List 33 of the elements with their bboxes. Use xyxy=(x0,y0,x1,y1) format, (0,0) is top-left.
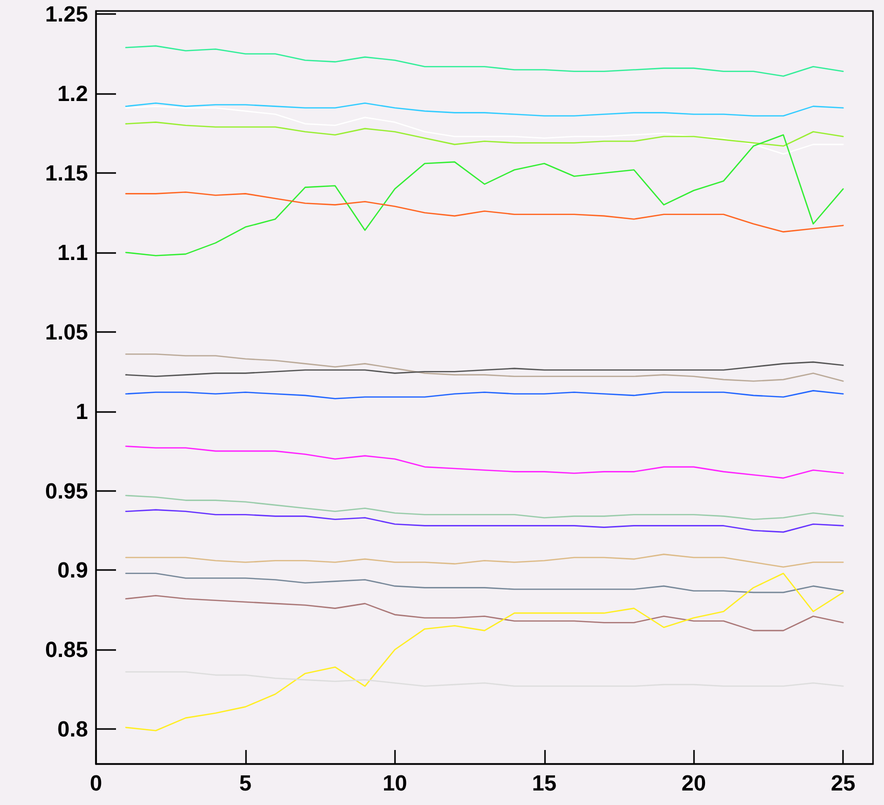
line-series xyxy=(125,572,844,732)
x-tick-label: 5 xyxy=(239,770,252,796)
line-series xyxy=(125,572,844,594)
y-tick-label: 1.25 xyxy=(45,2,88,27)
y-tick-label: 0.95 xyxy=(45,478,88,504)
line-series xyxy=(125,671,844,687)
x-tick-label: 25 xyxy=(830,770,856,796)
y-tick-label: 0.9 xyxy=(57,558,88,583)
y-tick-label: 1.2 xyxy=(57,81,88,106)
x-tick-label: 10 xyxy=(382,770,408,796)
y-tick-label: 0.8 xyxy=(57,716,88,742)
line-series xyxy=(125,509,844,533)
line-series xyxy=(125,102,844,116)
x-tick-label: 15 xyxy=(532,770,557,796)
line-series xyxy=(125,446,844,479)
line-series xyxy=(125,361,844,378)
line-series xyxy=(125,191,844,232)
line-series xyxy=(125,554,844,568)
line-series xyxy=(125,45,844,77)
line-series xyxy=(125,353,844,382)
y-tick-label: 0.85 xyxy=(45,637,88,662)
y-tick-label: 1 xyxy=(76,398,88,424)
y-tick-label: 1.1 xyxy=(57,240,88,265)
line-series xyxy=(125,494,844,520)
x-tick-label: 20 xyxy=(681,770,706,796)
y-tick-label: 1.05 xyxy=(45,319,88,344)
y-tick-label: 1.15 xyxy=(45,160,88,186)
line-series xyxy=(125,594,844,632)
line-series xyxy=(125,122,844,147)
line-series xyxy=(125,390,844,400)
line-series xyxy=(125,134,844,256)
x-tick-label: 0 xyxy=(90,770,102,796)
line-series xyxy=(125,106,844,155)
